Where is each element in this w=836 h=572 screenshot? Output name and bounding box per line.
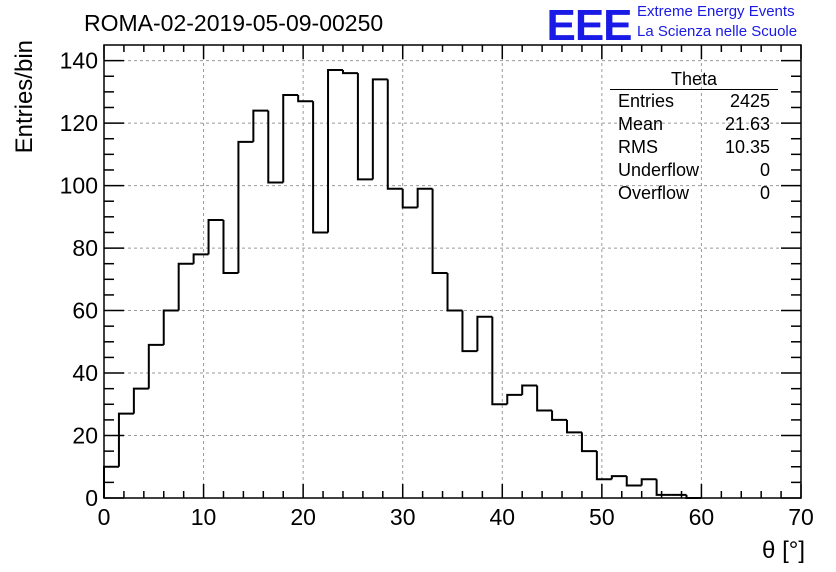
histogram-bin: [580, 432, 597, 453]
stats-label: Overflow: [618, 183, 690, 203]
histogram-bin: [162, 309, 179, 345]
histogram-bin: [551, 410, 568, 421]
stats-row-entries: Entries 2425: [610, 90, 778, 113]
histogram-bin: [476, 315, 493, 352]
histogram-bin: [536, 385, 553, 412]
stats-label: Entries: [618, 91, 675, 111]
y-tick-label: 60: [72, 298, 98, 324]
histogram-bin: [267, 110, 284, 184]
histogram-bin: [371, 78, 388, 180]
histogram-bin: [401, 188, 418, 209]
histogram-bin: [327, 68, 343, 233]
y-tick-label: 20: [72, 423, 98, 449]
histogram-bin: [416, 187, 433, 208]
y-tick-label: 120: [60, 110, 98, 136]
axis-tick-labels: 0 10 20 30 40 50 60 70 0 20 40 60 80 100 120 140: [60, 48, 814, 530]
histogram-bin: [252, 109, 269, 142]
histogram-bin: [446, 273, 463, 312]
y-tick-label: 0: [85, 485, 98, 511]
y-tick-label: 40: [72, 360, 98, 386]
histogram-bin: [312, 101, 329, 234]
histogram-bin: [177, 262, 194, 311]
logo-caption: Extreme Energy Events La Scienza nelle S…: [637, 2, 797, 42]
x-axis-label: θ [°]: [762, 537, 805, 564]
histogram-bin: [461, 310, 478, 353]
axis-ticks: [103, 45, 802, 499]
histogram-bin: [386, 79, 403, 190]
histogram-bin: [117, 412, 134, 467]
histogram-bin: [237, 140, 254, 274]
stats-value: 0: [759, 160, 770, 180]
logo-caption-line2: La Scienza nelle Scuole: [637, 23, 798, 40]
stats-title: Theta: [610, 69, 778, 90]
x-tick-label: 50: [589, 504, 615, 530]
y-axis-label: Entries/bin: [11, 40, 38, 153]
histogram-bin: [341, 69, 358, 75]
stats-label: Underflow: [618, 160, 700, 180]
x-tick-label: 40: [489, 504, 515, 530]
eee-logo-letters: EEE: [546, 2, 631, 44]
stats-row-underflow: Underflow 0: [610, 159, 778, 182]
plot-frame: [103, 44, 802, 499]
stats-row-mean: Mean 21.63: [610, 113, 778, 136]
stats-box: Theta Entries 2425 Mean 21.63 RMS 10.35 …: [610, 69, 778, 205]
histogram-bin: [595, 451, 612, 481]
histogram-bin: [207, 218, 224, 255]
histogram-bin: [297, 94, 314, 103]
x-tick-label: 10: [191, 504, 217, 530]
stats-value: 10.35: [724, 137, 770, 157]
logo-caption-line1: Extreme Energy Events: [637, 3, 795, 20]
histogram-bin: [566, 419, 582, 434]
x-tick-label: 0: [98, 504, 111, 530]
histogram-bin: [356, 73, 373, 181]
y-tick-label: 140: [60, 48, 98, 74]
histogram-bin: [491, 316, 508, 406]
histogram-bin: [625, 476, 642, 487]
histogram-bin: [655, 479, 672, 496]
stats-value: 2425: [729, 91, 770, 111]
eee-logo: EEE: [546, 2, 632, 44]
histogram-bin: [640, 478, 657, 486]
stats-label: RMS: [618, 137, 658, 157]
histogram-bin: [147, 343, 164, 389]
run-title: ROMA-02-2019-05-09-00250: [84, 10, 384, 36]
histogram-bin: [521, 384, 538, 395]
x-tick-label: 60: [689, 504, 715, 530]
stats-value: 21.63: [724, 114, 770, 134]
histogram-bin: [282, 93, 299, 183]
x-tick-label: 70: [788, 504, 814, 530]
histogram-bin: [132, 387, 149, 414]
y-tick-label: 100: [60, 173, 98, 199]
y-tick-label: 80: [72, 235, 98, 261]
stats-row-rms: RMS 10.35: [610, 136, 778, 159]
histogram-bin: [192, 253, 209, 264]
stats-row-overflow: Overflow 0: [610, 182, 778, 205]
x-tick-label: 20: [290, 504, 316, 530]
x-tick-label: 30: [390, 504, 416, 530]
stats-label: Mean: [618, 114, 664, 134]
histogram-bin: [610, 475, 627, 480]
histogram-bin: [506, 393, 523, 405]
stats-value: 0: [759, 183, 770, 203]
histogram-bin: [431, 188, 448, 275]
histogram-bin: [222, 219, 239, 275]
